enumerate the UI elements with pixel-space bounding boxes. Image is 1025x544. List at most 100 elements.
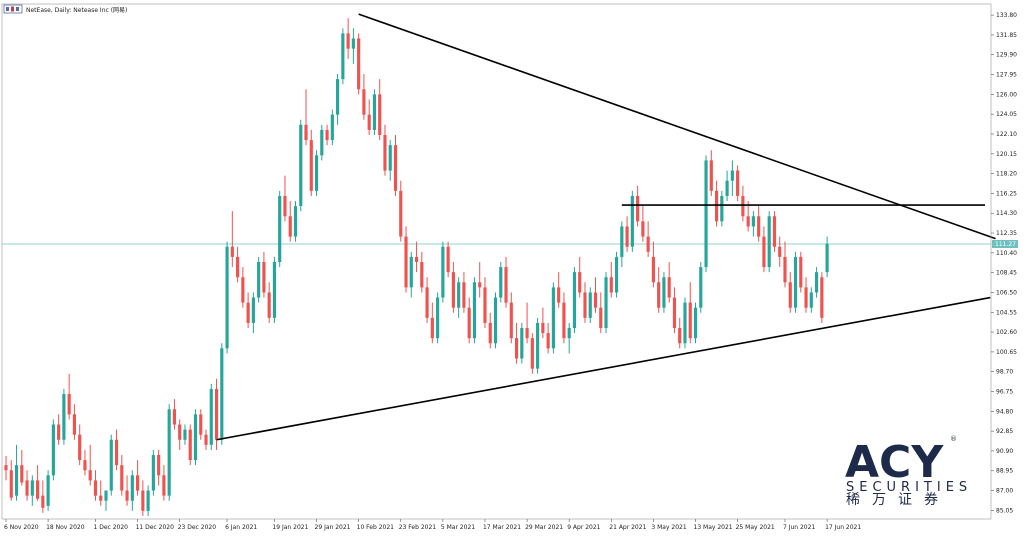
candle[interactable] — [188, 424, 192, 466]
candle[interactable] — [651, 241, 655, 288]
candle[interactable] — [709, 150, 713, 196]
candle[interactable] — [9, 460, 13, 501]
candle[interactable] — [541, 307, 545, 339]
candle[interactable] — [146, 485, 150, 516]
candle[interactable] — [383, 124, 387, 176]
candle[interactable] — [714, 180, 719, 227]
candle[interactable] — [288, 201, 292, 242]
candle[interactable] — [467, 297, 471, 344]
candle[interactable] — [746, 201, 750, 232]
candle[interactable] — [546, 322, 550, 354]
candle[interactable] — [762, 226, 766, 273]
candle[interactable] — [393, 135, 398, 196]
candle[interactable] — [114, 429, 119, 471]
candle[interactable] — [788, 272, 792, 313]
candle[interactable] — [625, 216, 629, 252]
candle[interactable] — [688, 282, 692, 344]
candle[interactable] — [125, 475, 129, 506]
candle[interactable] — [14, 444, 19, 501]
candle[interactable] — [267, 282, 271, 323]
candle[interactable] — [414, 241, 419, 273]
candle[interactable] — [351, 28, 355, 64]
candle[interactable] — [262, 251, 266, 298]
candle[interactable] — [278, 190, 282, 268]
candle[interactable] — [157, 449, 161, 486]
candle[interactable] — [120, 455, 124, 496]
candle[interactable] — [372, 89, 377, 135]
candle[interactable] — [20, 449, 24, 486]
candle[interactable] — [499, 261, 503, 303]
candle[interactable] — [67, 373, 71, 420]
candle[interactable] — [57, 414, 61, 445]
candle[interactable] — [130, 470, 134, 511]
candle[interactable] — [572, 267, 577, 334]
candle[interactable] — [72, 404, 77, 440]
candle[interactable] — [378, 79, 382, 141]
candle[interactable] — [314, 150, 319, 196]
candle[interactable] — [99, 480, 103, 506]
candle[interactable] — [230, 211, 234, 268]
candle[interactable] — [583, 282, 587, 323]
candle[interactable] — [78, 424, 82, 466]
candle[interactable] — [462, 272, 466, 313]
candle[interactable] — [204, 429, 208, 450]
candle[interactable] — [741, 185, 745, 222]
candle[interactable] — [362, 74, 366, 120]
candle[interactable] — [757, 206, 761, 242]
candle[interactable] — [620, 221, 624, 268]
candle[interactable] — [367, 99, 371, 135]
candle[interactable] — [457, 277, 461, 318]
candle[interactable] — [504, 256, 508, 308]
candle[interactable] — [136, 460, 140, 496]
candle[interactable] — [778, 236, 782, 268]
candle[interactable] — [514, 322, 519, 364]
candle[interactable] — [578, 256, 582, 298]
candle[interactable] — [209, 383, 213, 450]
candle[interactable] — [799, 251, 803, 293]
candle[interactable] — [488, 312, 492, 349]
candle[interactable] — [409, 251, 413, 298]
candle[interactable] — [641, 206, 645, 242]
candle[interactable] — [162, 465, 166, 501]
candle[interactable] — [420, 251, 424, 293]
candle[interactable] — [672, 287, 677, 334]
candle[interactable] — [172, 399, 177, 430]
candle[interactable] — [704, 155, 708, 273]
candle[interactable] — [636, 185, 640, 227]
candle[interactable] — [767, 211, 771, 273]
candle[interactable] — [151, 449, 155, 496]
candle[interactable] — [357, 33, 361, 95]
candle[interactable] — [241, 267, 245, 308]
candle[interactable] — [283, 175, 287, 222]
candle[interactable] — [167, 404, 171, 501]
candle[interactable] — [93, 470, 98, 501]
candle[interactable] — [320, 124, 324, 161]
candle[interactable] — [599, 292, 603, 334]
candle[interactable] — [236, 246, 240, 283]
candle[interactable] — [557, 272, 561, 308]
candle[interactable] — [183, 424, 187, 445]
candle[interactable] — [646, 221, 650, 257]
candle[interactable] — [783, 241, 787, 288]
candle[interactable] — [430, 302, 434, 344]
candle[interactable] — [336, 74, 340, 125]
candle[interactable] — [593, 277, 598, 313]
candle[interactable] — [51, 419, 55, 481]
candle[interactable] — [478, 261, 482, 298]
candle[interactable] — [399, 180, 403, 242]
candle[interactable] — [604, 272, 608, 334]
candle[interactable] — [83, 449, 87, 476]
candle[interactable] — [257, 256, 261, 303]
candle[interactable] — [141, 480, 145, 516]
candle[interactable] — [693, 302, 698, 344]
candle[interactable] — [588, 287, 592, 323]
candle[interactable] — [630, 190, 634, 252]
candles[interactable] — [4, 18, 829, 516]
candle[interactable] — [341, 28, 345, 85]
upper-resistance-line[interactable] — [358, 13, 996, 240]
candle[interactable] — [441, 241, 445, 303]
candle[interactable] — [551, 282, 555, 354]
trendlines[interactable] — [216, 13, 996, 441]
candle[interactable] — [820, 272, 824, 323]
candle[interactable] — [425, 277, 429, 323]
